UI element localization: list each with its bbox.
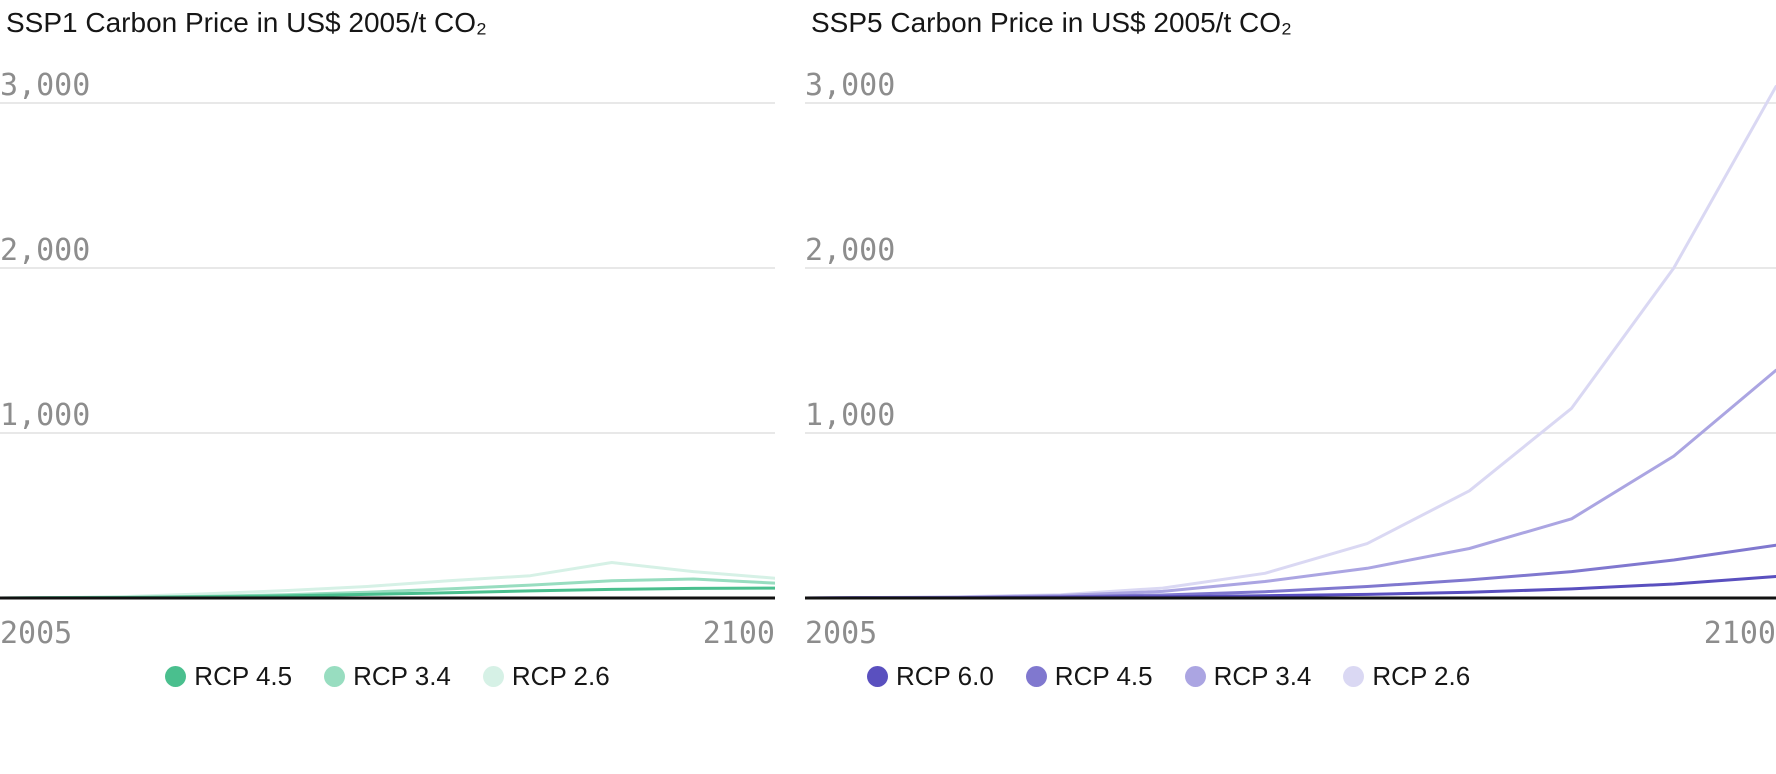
- legend-dot: [482, 665, 504, 687]
- series-line-rcp-2-6: [805, 85, 1776, 600]
- x-tick-end: 2100: [702, 616, 775, 651]
- legend-ssp5: RCP 6.0 RCP 4.5 RCP 3.4 RCP 2.6: [805, 658, 1776, 694]
- legend-label: RCP 2.6: [511, 660, 610, 691]
- legend-label: RCP 4.5: [194, 660, 293, 691]
- legend-item: RCP 4.5: [165, 661, 292, 692]
- chart-ssp5: SSP5 Carbon Price in US$ 2005/t CO₂ 1,00…: [805, 0, 1776, 694]
- plot-area-ssp5: 1,000 2,000 3,000: [805, 68, 1776, 600]
- y-tick-label: 1,000: [0, 398, 90, 433]
- legend-item: RCP 4.5: [1025, 660, 1153, 692]
- legend-label: RCP 2.6: [1372, 660, 1471, 691]
- legend-label: RCP 4.5: [1054, 660, 1153, 691]
- legend-label: RCP 3.4: [353, 660, 451, 691]
- legend-label: RCP 6.0: [896, 660, 994, 691]
- legend-item: RCP 2.6: [482, 660, 610, 692]
- series-line-rcp-6-0: [805, 575, 1776, 600]
- legend-dot: [1025, 665, 1047, 687]
- legend-item: RCP 3.4: [324, 661, 451, 692]
- x-tick-start: 2005: [805, 616, 878, 651]
- x-tick-end: 2100: [1703, 616, 1776, 651]
- x-tick-start: 2005: [0, 616, 73, 651]
- legend-label: RCP 3.4: [1213, 660, 1312, 691]
- legend-dot: [165, 665, 187, 687]
- x-axis-labels-ssp1: 2005 2100: [0, 616, 775, 652]
- series-line-rcp-4-5: [805, 543, 1776, 600]
- legend-dot: [1343, 665, 1365, 687]
- legend-item: RCP 3.4: [1184, 660, 1312, 692]
- legend-dot: [1184, 665, 1206, 687]
- legend-ssp1: RCP 4.5 RCP 3.4 RCP 2.6: [0, 658, 775, 694]
- carbon-price-charts: SSP1 Carbon Price in US$ 2005/t CO₂ 1,00…: [0, 0, 1776, 694]
- chart-ssp1: SSP1 Carbon Price in US$ 2005/t CO₂ 1,00…: [0, 0, 775, 694]
- legend-dot: [867, 665, 888, 687]
- y-tick-label: 2,000: [805, 233, 895, 268]
- legend-dot: [324, 665, 346, 687]
- chart-title-ssp5: SSP5 Carbon Price in US$ 2005/t CO₂: [811, 7, 1292, 38]
- y-tick-label: 3,000: [805, 68, 895, 103]
- legend-item: RCP 2.6: [1343, 661, 1470, 692]
- x-axis-labels-ssp5: 2005 2100: [805, 616, 1776, 652]
- legend-item: RCP 6.0: [867, 661, 994, 692]
- y-tick-label: 2,000: [0, 233, 90, 268]
- plot-area-ssp1: 1,000 2,000 3,000: [0, 68, 775, 600]
- y-tick-label: 1,000: [805, 398, 895, 433]
- chart-title-ssp1: SSP1 Carbon Price in US$ 2005/t CO₂: [6, 7, 487, 38]
- y-tick-label: 3,000: [0, 68, 90, 103]
